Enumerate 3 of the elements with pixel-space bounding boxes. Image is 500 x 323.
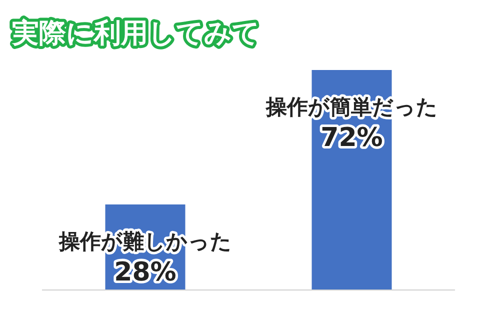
chart-title: 実際に利用してみて (11, 18, 260, 49)
data-label: 28% (114, 257, 176, 288)
data-label: 72% (320, 123, 383, 153)
